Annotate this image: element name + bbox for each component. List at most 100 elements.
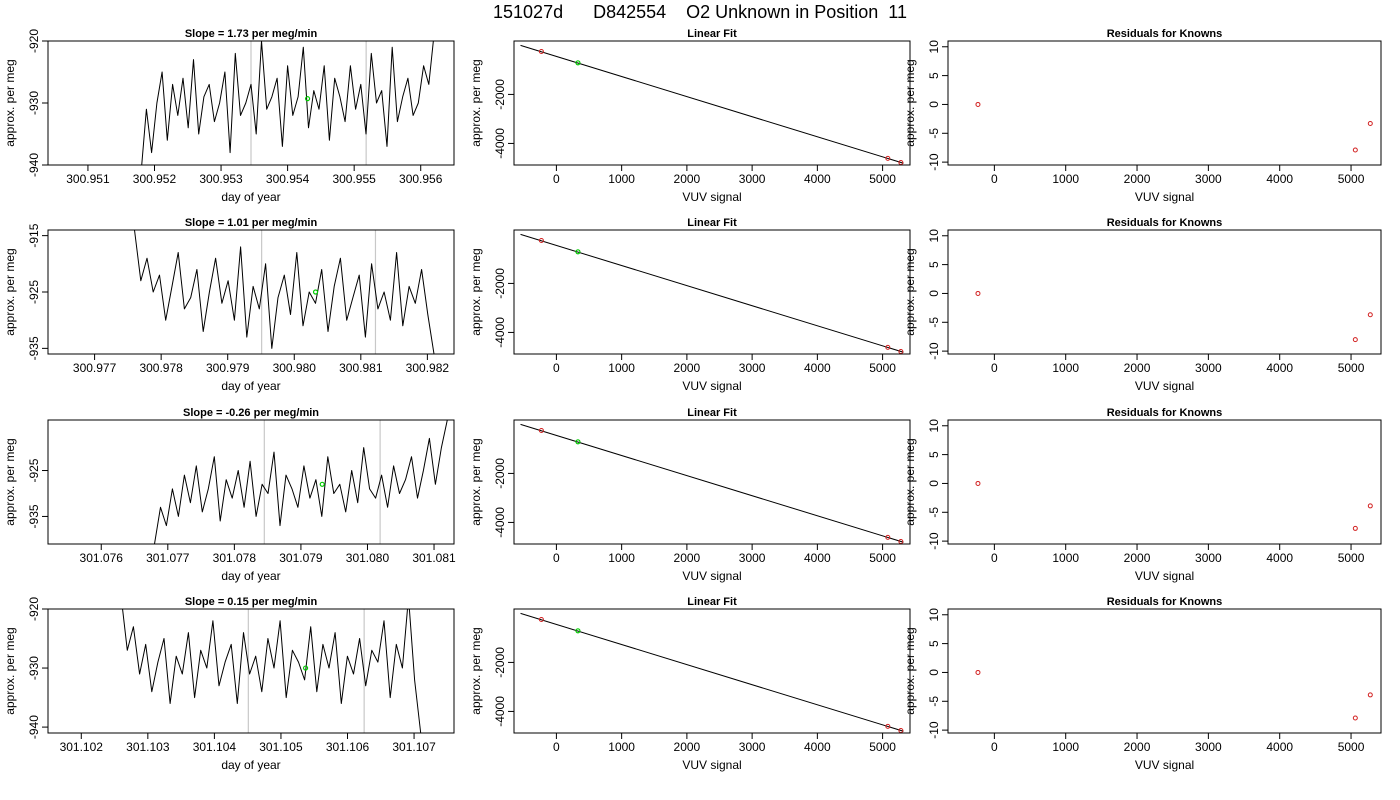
panel-title: Linear Fit	[687, 217, 737, 229]
data-point	[538, 617, 544, 623]
plot-area	[134, 230, 435, 354]
panel-title: Residuals for Knowns	[1107, 217, 1223, 229]
chart-panel-1-2: Linear Fit 0 1000 2000 3000 4000 5000 -2000 -400…	[469, 28, 911, 204]
x-tick-label: 300.953	[199, 172, 243, 186]
highlight-point	[319, 481, 325, 487]
data-point	[885, 723, 891, 729]
x-tick-label: 0	[991, 551, 998, 565]
panel-title: Slope = 1.73 per meg/min	[185, 28, 318, 40]
plot-frame	[47, 419, 455, 545]
x-tick-label: 2000	[1124, 361, 1151, 375]
plot-frame	[513, 608, 911, 734]
x-tick-label: 301.079	[279, 551, 323, 565]
data-point	[1352, 147, 1358, 153]
panel-title: Residuals for Knowns	[1107, 407, 1223, 419]
x-tick-label: 3000	[739, 172, 766, 186]
plot-area	[520, 44, 904, 165]
x-tick-label: 3000	[1195, 551, 1222, 565]
y-tick-label: -930	[27, 91, 41, 115]
chart-panel-3-2: Linear Fit 0 1000 2000 3000 4000 5000 -2000 -400…	[469, 407, 911, 583]
y-tick-label: -920	[27, 597, 41, 621]
x-tick-label: 0	[553, 740, 560, 754]
x-tick-label: 301.078	[213, 551, 257, 565]
x-tick-label: 300.977	[73, 361, 117, 375]
y-axis-label: approx. per meg	[469, 248, 483, 335]
y-tick-label: -935	[27, 336, 41, 360]
y-axis-label: approx. per meg	[3, 59, 17, 146]
plot-area	[975, 101, 1373, 153]
panel-title: Slope = -0.26 per meg/min	[183, 407, 319, 419]
x-tick-label: 1000	[1052, 551, 1079, 565]
series-line	[141, 41, 434, 165]
x-axis-label: VUV signal	[1135, 758, 1194, 772]
plot-area	[141, 41, 434, 165]
x-axis-label: VUV signal	[1135, 190, 1194, 204]
plot-area	[154, 420, 448, 544]
data-point	[1352, 715, 1358, 721]
y-tick-label: 5	[927, 640, 941, 647]
data-point	[885, 344, 891, 350]
x-tick-label: 5000	[1338, 740, 1365, 754]
data-point	[1352, 525, 1358, 531]
y-tick-label: -2000	[493, 458, 507, 489]
data-point	[538, 49, 544, 55]
x-tick-label: 2000	[674, 740, 701, 754]
panel-title: Residuals for Knowns	[1107, 596, 1223, 608]
x-tick-label: 1000	[608, 361, 635, 375]
y-axis-label: approx. per meg	[3, 627, 17, 714]
plot-frame	[513, 229, 911, 355]
x-axis-label: day of year	[221, 379, 280, 393]
y-axis-label: approx. per meg	[903, 248, 917, 335]
x-tick-label: 301.076	[80, 551, 124, 565]
chart-panel-4-3: Residuals for Knowns 0 1000 2000 3000 4000 500…	[903, 596, 1382, 772]
data-point	[885, 534, 891, 540]
x-axis-label: day of year	[221, 569, 280, 583]
x-tick-label: 300.956	[399, 172, 443, 186]
y-tick-label: -4000	[493, 507, 507, 538]
plot-area	[520, 233, 904, 354]
unknown-point	[575, 628, 581, 634]
plot-frame	[947, 608, 1382, 734]
x-tick-label: 0	[991, 740, 998, 754]
x-tick-label: 5000	[869, 551, 896, 565]
data-point	[975, 480, 981, 486]
x-tick-label: 300.981	[339, 361, 383, 375]
plot-area	[122, 609, 422, 733]
x-tick-label: 1000	[1052, 172, 1079, 186]
y-tick-label: 0	[927, 101, 941, 108]
x-tick-label: 4000	[804, 551, 831, 565]
x-tick-label: 5000	[1338, 172, 1365, 186]
plot-frame	[47, 608, 455, 734]
y-tick-label: -4000	[493, 696, 507, 727]
x-tick-label: 1000	[608, 172, 635, 186]
plot-area	[520, 423, 904, 544]
fit-line	[520, 612, 904, 732]
y-tick-label: 10	[927, 608, 941, 622]
y-tick-label: -925	[27, 280, 41, 304]
x-tick-label: 300.955	[332, 172, 376, 186]
y-tick-label: -10	[927, 342, 941, 360]
highlight-point	[304, 96, 311, 102]
chart-panel-4-2: Linear Fit 0 1000 2000 3000 4000 5000 -2000 -400…	[469, 596, 911, 772]
data-point	[975, 290, 981, 296]
data-point	[1352, 337, 1358, 343]
x-axis-label: VUV signal	[682, 190, 741, 204]
chart-panel-3-1: Slope = -0.26 per meg/min 301.076 301.077 3…	[3, 407, 456, 583]
x-tick-label: 5000	[1338, 551, 1365, 565]
x-tick-label: 5000	[1338, 361, 1365, 375]
plot-frame	[947, 419, 1382, 545]
y-tick-label: -10	[927, 532, 941, 550]
fit-line	[520, 423, 904, 543]
series-line	[134, 230, 435, 354]
unknown-point	[575, 249, 581, 255]
x-tick-label: 301.077	[146, 551, 190, 565]
x-tick-label: 0	[553, 361, 560, 375]
x-tick-label: 2000	[674, 172, 701, 186]
y-tick-label: -920	[27, 29, 41, 53]
y-tick-label: -2000	[493, 79, 507, 110]
plot-frame	[947, 229, 1382, 355]
y-tick-label: 10	[927, 40, 941, 54]
x-tick-label: 301.107	[392, 740, 436, 754]
y-tick-label: -930	[27, 656, 41, 680]
